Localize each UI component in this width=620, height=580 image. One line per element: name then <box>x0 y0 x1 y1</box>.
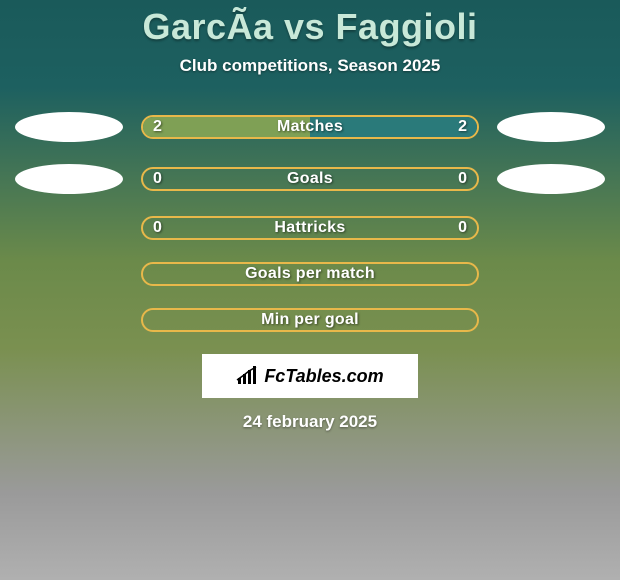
stat-bar: 00Hattricks <box>141 216 479 240</box>
stat-label: Goals per match <box>143 264 477 284</box>
player-right-avatar <box>497 112 605 142</box>
stat-bar: Min per goal <box>141 308 479 332</box>
logo-box[interactable]: FcTables.com <box>202 354 418 398</box>
stat-row: 22Matches <box>0 112 620 142</box>
player-right-avatar <box>497 164 605 194</box>
stat-row: Goals per match <box>0 262 620 286</box>
stat-bar: 22Matches <box>141 115 479 139</box>
stat-label: Goals <box>143 169 477 189</box>
page-title: GarcÃa vs Faggioli <box>0 6 620 48</box>
stat-label: Hattricks <box>143 218 477 238</box>
player-left-avatar <box>15 164 123 194</box>
stat-label: Min per goal <box>143 310 477 330</box>
comparison-card: GarcÃa vs Faggioli Club competitions, Se… <box>0 0 620 580</box>
stat-bar: Goals per match <box>141 262 479 286</box>
date-text: 24 february 2025 <box>0 412 620 432</box>
stat-bar: 00Goals <box>141 167 479 191</box>
logo-text: FcTables.com <box>264 366 383 387</box>
subtitle: Club competitions, Season 2025 <box>0 56 620 76</box>
stat-label: Matches <box>143 117 477 137</box>
stat-row: 00Hattricks <box>0 216 620 240</box>
chart-icon <box>236 366 260 386</box>
player-left-avatar <box>15 112 123 142</box>
stat-row: 00Goals <box>0 164 620 194</box>
stat-rows: 22Matches 00Goals 00Hattricks Goals per mat… <box>0 112 620 332</box>
stat-row: Min per goal <box>0 308 620 332</box>
